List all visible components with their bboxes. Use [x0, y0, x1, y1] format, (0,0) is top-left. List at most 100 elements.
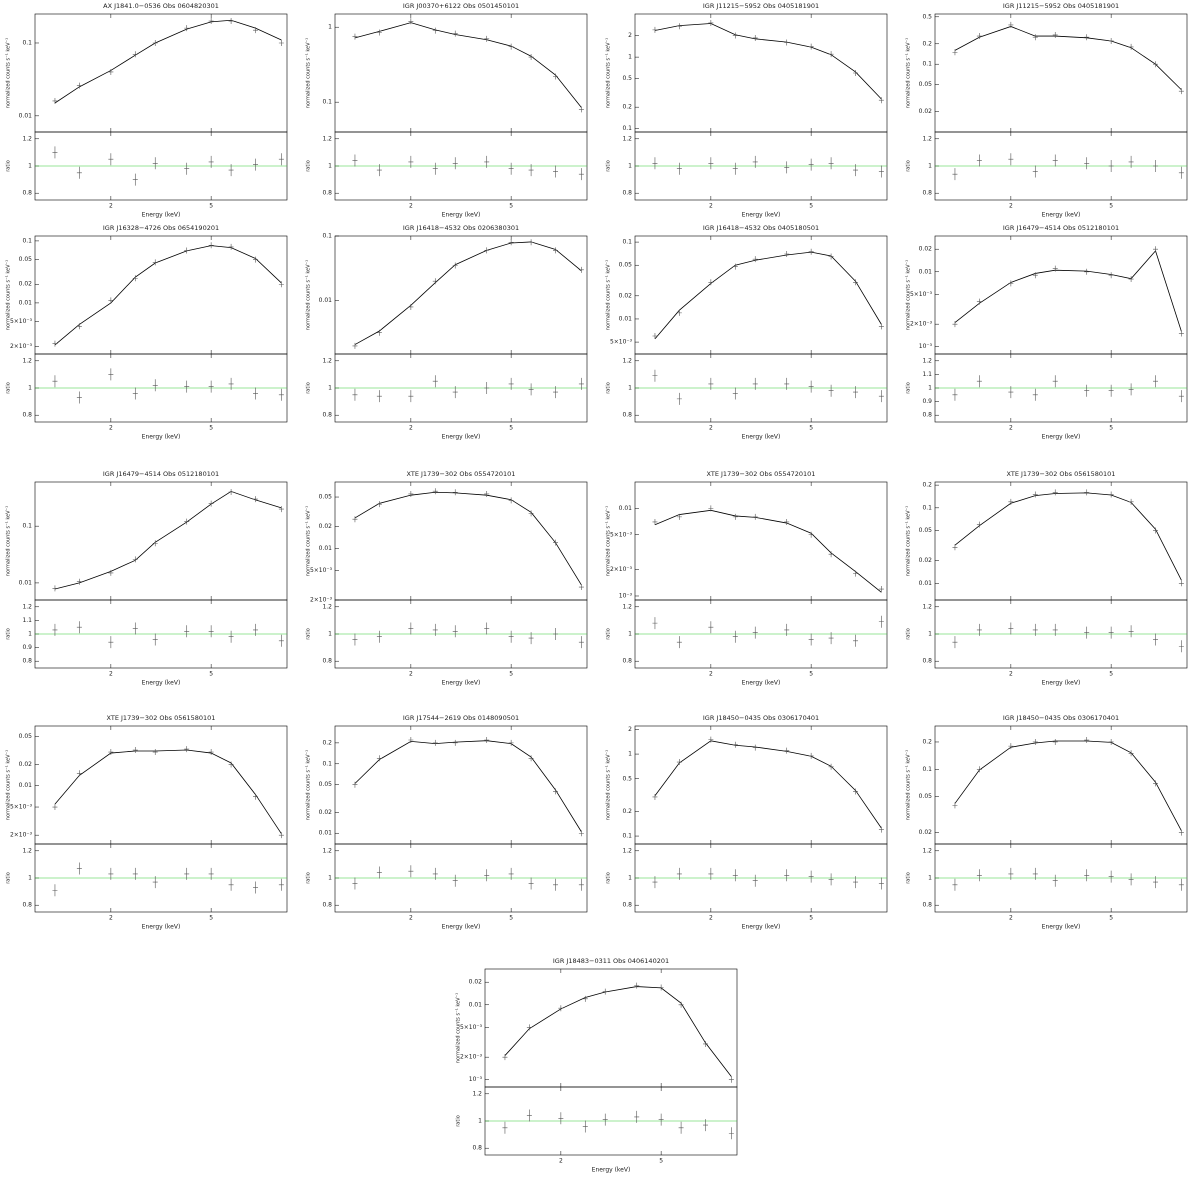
spectrum-frame	[34, 13, 288, 133]
y-tick-label: 0.05	[319, 781, 333, 788]
x-tick-label: 5	[509, 671, 513, 678]
ratio-point	[76, 862, 82, 875]
ratio-point	[108, 867, 114, 880]
data-point	[1178, 580, 1184, 587]
ratio-point	[784, 161, 790, 174]
ratio-point	[352, 154, 358, 167]
model-line	[654, 509, 882, 593]
data-point	[1178, 829, 1184, 836]
ratio-y-tick-label: 1.2	[922, 135, 932, 142]
x-axis-label: Energy (keV)	[1042, 924, 1081, 931]
y-tick-label: 0.02	[919, 246, 933, 253]
data-point	[828, 253, 834, 260]
data-point	[432, 27, 438, 34]
ratio-point	[452, 874, 458, 887]
ratio-point	[1178, 640, 1184, 653]
ratio-y-tick-label: 0.8	[322, 902, 332, 909]
ratio-y-tick-label: 1	[478, 1118, 482, 1125]
x-tick-label: 5	[1109, 203, 1113, 210]
data-point	[508, 497, 514, 504]
ratio-point	[152, 379, 158, 392]
ratio-point	[376, 630, 382, 643]
data-point	[1153, 246, 1159, 253]
y-axis-label: normalized counts s⁻¹ keV⁻¹	[306, 38, 312, 108]
y-tick-label: 5×10⁻³	[10, 804, 33, 811]
data-point	[1052, 489, 1058, 496]
x-axis-label: Energy (keV)	[142, 212, 181, 219]
data-point	[452, 739, 458, 746]
ratio-point	[708, 867, 714, 880]
ratio-y-tick-label: 0.8	[622, 902, 632, 909]
model-line	[54, 749, 282, 834]
x-axis-label: Energy (keV)	[592, 1167, 631, 1174]
ratio-point	[976, 375, 982, 388]
y-tick-label: 0.5	[622, 75, 632, 82]
model-line	[504, 986, 732, 1077]
data-point	[152, 259, 158, 266]
ratio-point	[828, 157, 834, 170]
x-axis-label: Energy (keV)	[1042, 212, 1081, 219]
ratio-point	[1052, 874, 1058, 887]
ratio-axis-label: ratio	[606, 872, 612, 884]
data-point	[578, 584, 584, 591]
y-tick-label: 5×10⁻³	[610, 531, 633, 538]
ratio-y-tick-label: 0.8	[922, 658, 932, 665]
data-point	[152, 749, 158, 756]
ratio-point	[528, 877, 534, 890]
ratio-axis-label: ratio	[456, 1115, 462, 1127]
ratio-point	[408, 622, 414, 635]
model-line	[954, 250, 1182, 332]
ratio-point	[432, 375, 438, 388]
data-point	[452, 489, 458, 496]
ratio-point	[228, 630, 234, 643]
ratio-point	[376, 390, 382, 403]
ratio-y-tick-label: 1	[28, 631, 32, 638]
ratio-y-tick-label: 1.2	[22, 847, 32, 854]
data-point	[976, 766, 982, 773]
y-tick-label: 0.1	[622, 125, 632, 132]
y-tick-label: 0.02	[319, 809, 333, 816]
panel-title: XTE J1739−302 Obs 0561580101	[107, 714, 216, 722]
ratio-y-tick-label: 1	[628, 163, 632, 170]
ratio-y-tick-label: 1.1	[22, 617, 32, 624]
ratio-y-tick-label: 0.8	[322, 658, 332, 665]
x-tick-label: 2	[559, 1158, 563, 1165]
ratio-axis-label: ratio	[306, 628, 312, 640]
data-point	[184, 746, 190, 753]
y-tick-label: 0.2	[622, 808, 632, 815]
data-point	[1032, 34, 1038, 41]
ratio-point	[708, 621, 714, 634]
data-point	[752, 513, 758, 520]
ratio-y-tick-label: 1.2	[622, 357, 632, 364]
data-point	[952, 802, 958, 809]
ratio-y-tick-label: 0.8	[472, 1145, 482, 1152]
ratio-point	[228, 377, 234, 390]
x-tick-label: 2	[709, 671, 713, 678]
x-tick-label: 5	[809, 915, 813, 922]
ratio-y-tick-label: 1	[328, 385, 332, 392]
ratio-point	[228, 878, 234, 891]
x-tick-label: 5	[209, 915, 213, 922]
data-point	[452, 262, 458, 269]
spectrum-frame	[634, 725, 888, 845]
ratio-y-tick-label: 0.8	[322, 190, 332, 197]
ratio-y-tick-label: 0.8	[622, 412, 632, 419]
y-axis-label: normalized counts s⁻¹ keV⁻¹	[306, 506, 312, 576]
data-point	[132, 556, 138, 563]
panel-title: XTE J1739−302 Obs 0554720101	[707, 470, 816, 478]
x-axis-label: Energy (keV)	[1042, 680, 1081, 687]
ratio-point	[1032, 623, 1038, 636]
ratio-point	[578, 377, 584, 390]
ratio-point	[132, 867, 138, 880]
y-tick-label: 2×10⁻³	[460, 1054, 483, 1061]
data-point	[732, 263, 738, 270]
x-tick-label: 5	[509, 915, 513, 922]
ratio-point	[784, 623, 790, 636]
spectrum-frame	[634, 235, 888, 355]
data-point	[1128, 498, 1134, 505]
y-tick-label: 0.02	[919, 829, 933, 836]
data-point	[132, 51, 138, 58]
ratio-y-tick-label: 1.2	[622, 603, 632, 610]
y-axis-label: normalized counts s⁻¹ keV⁻¹	[906, 750, 912, 820]
y-tick-label: 2×10⁻³	[610, 566, 633, 573]
